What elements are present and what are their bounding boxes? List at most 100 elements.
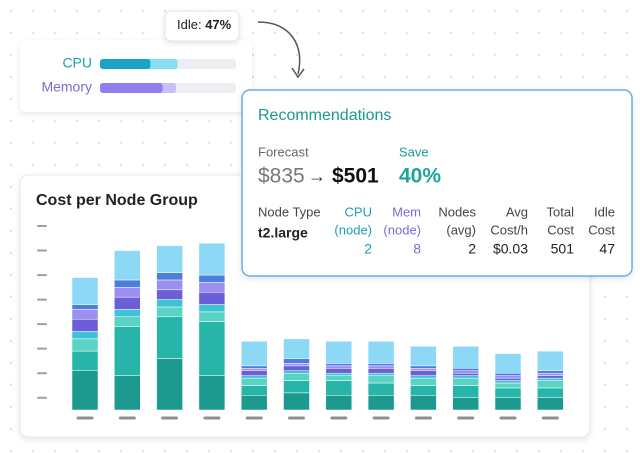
cell-value: 8 <box>413 241 421 257</box>
tooltip-value: 47% <box>205 17 231 32</box>
bar-segment <box>198 274 226 283</box>
forecast-arrow: → <box>308 166 326 186</box>
bar-segment <box>114 250 141 281</box>
bar-segment <box>494 372 522 376</box>
bar-segment <box>367 372 395 376</box>
bar-segment <box>410 365 437 369</box>
card <box>241 89 633 277</box>
bar-segment <box>494 380 522 384</box>
card <box>20 40 252 112</box>
column-header: Node Type <box>258 204 321 219</box>
forecast-label: Forecast <box>258 144 309 159</box>
bar-segment <box>537 380 564 389</box>
arrow-head <box>291 67 305 79</box>
bar-segment <box>537 397 564 411</box>
bar-segment <box>283 365 310 371</box>
column-header: Cost/h <box>490 222 528 237</box>
bar-segment <box>240 365 268 369</box>
bar-segment <box>537 350 564 371</box>
bar-segment <box>452 345 479 369</box>
bar-segment <box>283 338 310 359</box>
bar-segment <box>452 385 479 398</box>
bar-segment <box>325 375 353 381</box>
bar-segment <box>452 372 479 376</box>
bar-segment <box>240 385 268 396</box>
bar-segment <box>283 392 310 411</box>
idle-tooltip: Idle: 47% <box>164 10 240 42</box>
bar-segment <box>114 375 141 411</box>
resource-label: Memory <box>41 79 92 95</box>
bar-segment <box>325 365 353 369</box>
column-header: (node) <box>383 222 421 237</box>
bar-segment <box>537 377 564 381</box>
bar-segment <box>240 370 268 376</box>
bar-segment <box>198 321 226 376</box>
bar-segment <box>156 245 183 273</box>
bar-segment <box>283 358 310 364</box>
bar-segment <box>240 377 268 386</box>
bar-segment <box>410 345 437 367</box>
bar-segment <box>494 377 522 381</box>
cell-value: 501 <box>551 241 575 257</box>
bar-segment <box>156 279 183 291</box>
bar-segment <box>114 326 141 376</box>
bar-segment <box>537 370 564 374</box>
bar-segment <box>410 368 437 371</box>
connector-arrow <box>257 21 301 75</box>
tooltip-box <box>164 10 240 42</box>
bar-segment <box>452 368 479 371</box>
bar-segment <box>240 368 268 371</box>
cell-value: 47 <box>599 241 615 257</box>
bar-segment <box>156 306 183 318</box>
bar-segment <box>283 370 310 374</box>
forecast-from: $835 <box>258 165 305 188</box>
bar-segment <box>367 363 395 367</box>
bar-segment <box>114 309 141 318</box>
bar-segment <box>198 282 226 293</box>
bar-segment <box>367 375 395 384</box>
bar-segment <box>367 365 395 369</box>
bar-segment <box>240 341 268 367</box>
bar-segment <box>494 375 522 379</box>
bar-segment <box>325 368 353 374</box>
bar-segment <box>240 395 268 411</box>
cell-value: $0.03 <box>493 241 528 257</box>
bar-segment <box>367 395 395 411</box>
bar-segment <box>198 242 226 276</box>
bar-segment <box>537 375 564 379</box>
bar-segment <box>325 363 353 367</box>
tooltip-text: Idle: 47% <box>177 17 232 32</box>
tooltip-label: Idle: <box>177 17 202 32</box>
bar-segment <box>71 338 99 352</box>
resource-label: CPU <box>62 55 92 71</box>
bar-segment <box>156 358 183 411</box>
cell-value: 2 <box>364 241 372 257</box>
bar-segment <box>410 375 437 379</box>
bar-segment <box>114 287 141 298</box>
bar-segment <box>452 377 479 386</box>
bar-segment <box>71 277 99 305</box>
bar-segment <box>410 377 437 386</box>
bar-segment <box>452 397 479 411</box>
column-header: (node) <box>334 222 372 237</box>
bar-segment <box>114 279 141 288</box>
used-bar <box>100 83 163 93</box>
rec-title: Recommendations <box>258 107 391 124</box>
bar-segment <box>367 341 395 364</box>
bar-segment <box>71 331 99 340</box>
bar-segment <box>198 291 226 305</box>
column-header: Cost <box>547 222 574 237</box>
column-header: Nodes <box>438 204 476 219</box>
bar-segment <box>283 372 310 381</box>
chart-title: Cost per Node Group <box>36 192 198 209</box>
column-header: Idle <box>594 204 615 219</box>
bar-segment <box>198 375 226 411</box>
bar-segment <box>452 375 479 379</box>
bar-segment <box>283 363 310 367</box>
bar-segment <box>114 316 141 327</box>
bar-segment <box>452 370 479 374</box>
column-header: CPU <box>345 204 372 219</box>
bar-segment <box>537 387 564 398</box>
column-header: Avg <box>506 204 528 219</box>
